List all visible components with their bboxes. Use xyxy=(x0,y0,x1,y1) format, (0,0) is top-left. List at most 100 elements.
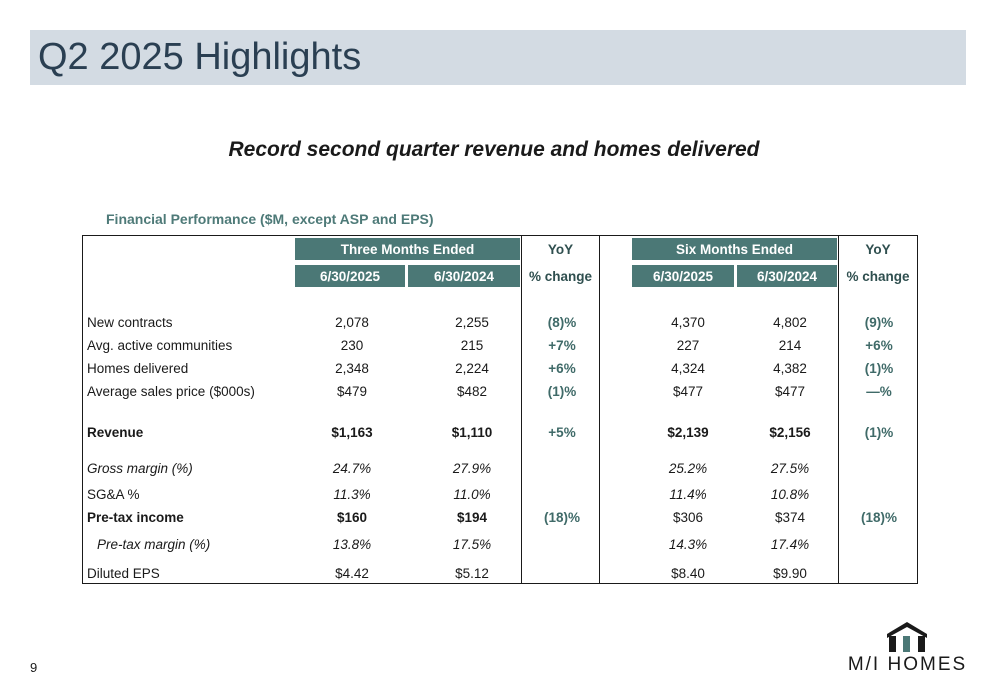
header-q-date-current: 6/30/2025 xyxy=(295,265,405,287)
row-label: Diluted EPS xyxy=(87,566,160,581)
header-s-pct-change: % change xyxy=(846,268,910,284)
q-2025-value: 11.3% xyxy=(333,487,371,502)
q-2024-value: $1,110 xyxy=(451,425,493,440)
s-yoy-value xyxy=(840,534,918,556)
header-s-date-current: 6/30/2025 xyxy=(632,265,734,287)
table-row: Gross margin (%) 24.7% 27.9% 25.2% 27.5% xyxy=(83,458,919,480)
s-2024-value: 10.8% xyxy=(770,487,810,502)
s-yoy-value: —% xyxy=(866,384,892,399)
s-2025-value: 14.3% xyxy=(668,537,708,552)
header-yoy-six-months: YoY xyxy=(865,241,891,257)
s-yoy-value xyxy=(840,484,918,506)
s-2024-value: $9.90 xyxy=(773,566,807,581)
header-q-pct-change: % change xyxy=(528,268,593,284)
s-2024-value: 4,382 xyxy=(773,361,807,376)
s-2024-value: 27.5% xyxy=(770,461,810,476)
row-label: Pre-tax margin (%) xyxy=(97,537,211,552)
q-2025-value: 2,078 xyxy=(335,315,369,330)
q-2024-value: 17.5% xyxy=(452,537,492,552)
q-2025-value: $4.42 xyxy=(335,566,369,581)
q-yoy-value: (8)% xyxy=(547,315,577,330)
q-2024-value: $482 xyxy=(456,384,488,399)
header-yoy-quarter: YoY xyxy=(547,241,574,257)
s-yoy-value xyxy=(840,458,918,480)
s-yoy-value: (9)% xyxy=(864,315,894,330)
divider-line xyxy=(838,236,839,583)
q-2024-value: 27.9% xyxy=(452,461,492,476)
mi-homes-logo: M/I HOMES xyxy=(845,620,970,678)
s-2024-value: $477 xyxy=(774,384,806,399)
table-row: Pre-tax margin (%) 13.8% 17.5% 14.3% 17.… xyxy=(83,534,919,556)
q-2024-value: 2,255 xyxy=(455,315,489,330)
title-bar: Q2 2025 Highlights xyxy=(30,30,966,85)
header-q-date-prior: 6/30/2024 xyxy=(408,265,520,287)
s-2025-value: $2,139 xyxy=(667,425,709,440)
q-2025-value: $479 xyxy=(336,384,368,399)
table-row: New contracts 2,078 2,255 (8)% 4,370 4,8… xyxy=(83,312,919,334)
q-2024-value: 2,224 xyxy=(455,361,489,376)
s-2025-value: 227 xyxy=(676,338,700,353)
q-2025-value: 2,348 xyxy=(335,361,369,376)
q-yoy-value: +6% xyxy=(548,361,576,376)
q-yoy-value: (1)% xyxy=(547,384,577,399)
q-2024-value: $194 xyxy=(456,510,488,525)
q-yoy-value: +5% xyxy=(548,425,576,440)
q-2025-value: 13.8% xyxy=(332,537,372,552)
row-label: Homes delivered xyxy=(87,361,189,376)
slide-subtitle: Record second quarter revenue and homes … xyxy=(228,138,760,161)
q-yoy-value: +7% xyxy=(548,338,576,353)
row-label: Avg. active communities xyxy=(87,338,233,353)
table-row: Avg. active communities 230 215 +7% 227 … xyxy=(83,335,919,357)
table-row: Homes delivered 2,348 2,224 +6% 4,324 4,… xyxy=(83,358,919,380)
s-yoy-value: (1)% xyxy=(864,425,894,440)
q-2025-value: $1,163 xyxy=(331,425,373,440)
s-2024-value: $2,156 xyxy=(769,425,811,440)
page-title: Q2 2025 Highlights xyxy=(38,36,362,78)
logo-text: M/I HOMES xyxy=(847,654,968,675)
s-2025-value: 4,370 xyxy=(671,315,705,330)
s-2024-value: 214 xyxy=(778,338,802,353)
row-label: Average sales price ($000s) xyxy=(87,384,255,399)
s-yoy-value xyxy=(840,563,918,585)
table-row: SG&A % 11.3% 11.0% 11.4% 10.8% xyxy=(83,484,919,506)
s-2024-value: $374 xyxy=(774,510,806,525)
row-label: SG&A % xyxy=(87,487,140,502)
header-three-months: Three Months Ended xyxy=(295,238,520,260)
section-label: Financial Performance ($M, except ASP an… xyxy=(106,211,434,227)
q-yoy-value xyxy=(523,563,601,585)
q-2025-value: 230 xyxy=(340,338,364,353)
page-number: 9 xyxy=(30,660,38,675)
q-yoy-value: (18)% xyxy=(543,510,580,525)
q-2024-value: $5.12 xyxy=(455,566,489,581)
q-2025-value: 24.7% xyxy=(332,461,372,476)
s-2024-value: 4,802 xyxy=(773,315,807,330)
table-row: Diluted EPS $4.42 $5.12 $8.40 $9.90 xyxy=(83,563,919,585)
header-s-date-prior: 6/30/2024 xyxy=(737,265,837,287)
divider-line xyxy=(521,236,522,583)
row-label: Revenue xyxy=(87,425,144,440)
divider-line xyxy=(599,236,600,583)
financial-performance-table: Three Months Ended YoY Six Months Ended … xyxy=(82,235,918,584)
q-yoy-value xyxy=(523,534,601,556)
s-2024-value: 17.4% xyxy=(770,537,810,552)
s-yoy-value: (1)% xyxy=(864,361,894,376)
header-six-months: Six Months Ended xyxy=(632,238,837,260)
table-row: Average sales price ($000s) $479 $482 (1… xyxy=(83,381,919,403)
s-2025-value: 4,324 xyxy=(671,361,705,376)
q-yoy-value xyxy=(523,484,601,506)
s-2025-value: $8.40 xyxy=(671,566,705,581)
q-2024-value: 215 xyxy=(460,338,484,353)
s-2025-value: 11.4% xyxy=(669,487,707,502)
table-row: Revenue $1,163 $1,110 +5% $2,139 $2,156 … xyxy=(83,422,919,444)
row-label: Gross margin (%) xyxy=(87,461,193,476)
s-2025-value: $306 xyxy=(672,510,704,525)
q-2025-value: $160 xyxy=(336,510,368,525)
row-label: New contracts xyxy=(87,315,173,330)
table-row: Pre-tax income $160 $194 (18)% $306 $374… xyxy=(83,507,919,529)
s-2025-value: $477 xyxy=(672,384,704,399)
s-yoy-value: +6% xyxy=(865,338,893,353)
row-label: Pre-tax income xyxy=(87,510,184,525)
house-icon xyxy=(887,622,927,652)
s-yoy-value: (18)% xyxy=(860,510,897,525)
q-yoy-value xyxy=(523,458,601,480)
